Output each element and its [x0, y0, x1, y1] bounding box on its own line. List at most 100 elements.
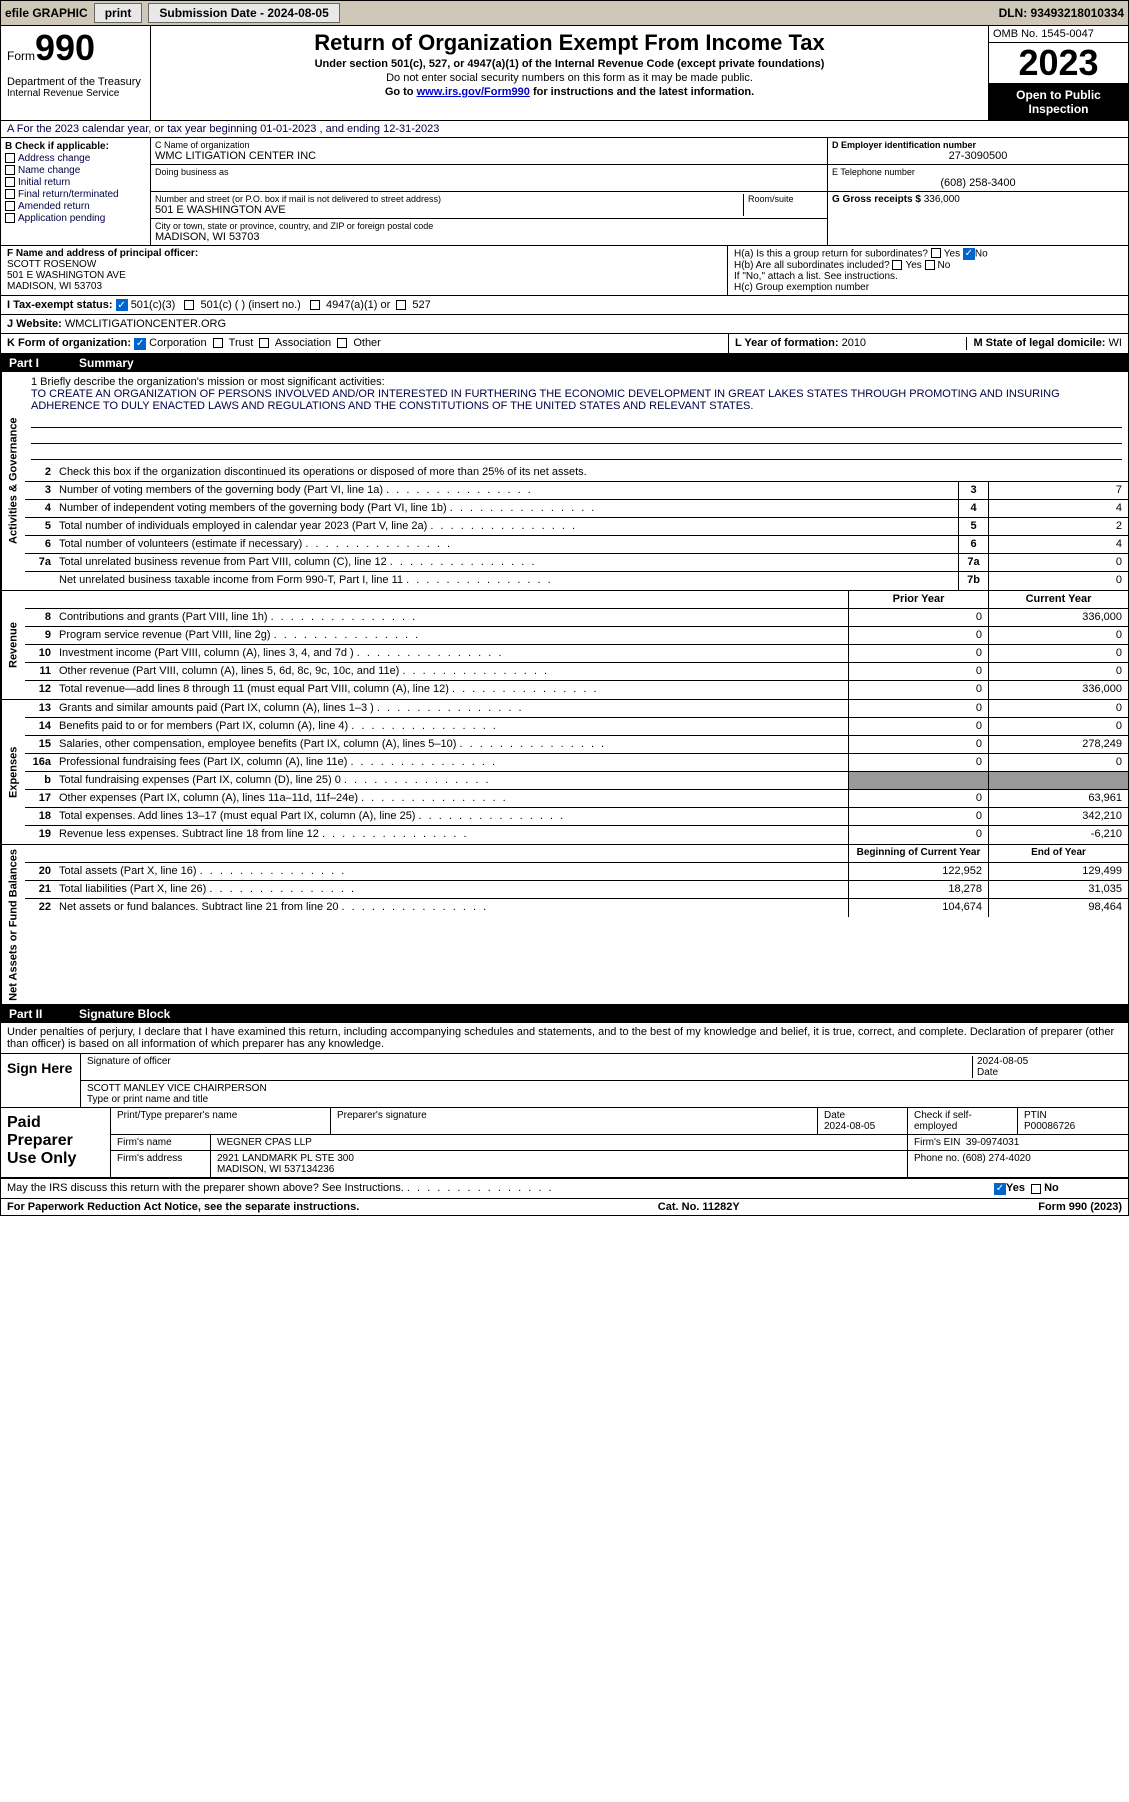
line-a: A For the 2023 calendar year, or tax yea…: [1, 121, 1128, 138]
city-state-zip: MADISON, WI 53703: [155, 231, 823, 243]
form-header-row: Form990 Department of the Treasury Inter…: [1, 26, 1128, 121]
netassets-row: 20Total assets (Part X, line 16) 122,952…: [25, 863, 1128, 881]
ptin: P00086726: [1024, 1121, 1075, 1132]
summary-row: 6Total number of volunteers (estimate if…: [25, 536, 1128, 554]
form-year-box: OMB No. 1545-0047 2023 Open to Public In…: [988, 26, 1128, 120]
section-b-option[interactable]: Address change: [5, 153, 146, 164]
officer-signature-name: SCOTT MANLEY VICE CHAIRPERSON: [87, 1083, 267, 1094]
print-button[interactable]: print: [94, 3, 143, 23]
form-number: 990: [35, 27, 95, 68]
street-address: 501 E WASHINGTON AVE: [155, 204, 743, 216]
row-i: I Tax-exempt status: ✓ 501(c)(3) 501(c) …: [1, 296, 1128, 316]
perjury-statement: Under penalties of perjury, I declare th…: [1, 1023, 1128, 1054]
expense-row: 17Other expenses (Part IX, column (A), l…: [25, 790, 1128, 808]
summary-row: 4Number of independent voting members of…: [25, 500, 1128, 518]
section-g: G Gross receipts $ 336,000: [828, 192, 1128, 207]
revenue-row: 9Program service revenue (Part VIII, lin…: [25, 627, 1128, 645]
page-footer: For Paperwork Reduction Act Notice, see …: [1, 1199, 1128, 1215]
dept-treasury: Department of the Treasury: [7, 76, 144, 88]
ha-yes-checkbox[interactable]: [931, 248, 941, 258]
preparer-row-1: Print/Type preparer's name Preparer's si…: [111, 1108, 1128, 1135]
ein: 27-3090500: [832, 150, 1124, 162]
officer-name: SCOTT ROSENOW: [7, 259, 721, 270]
expense-row: 18Total expenses. Add lines 13–17 (must …: [25, 808, 1128, 826]
revenue-row: 12Total revenue—add lines 8 through 11 (…: [25, 681, 1128, 699]
gross-receipts: 336,000: [924, 194, 960, 205]
part-1-header: Part I Summary: [1, 354, 1128, 372]
section-d: D Employer identification number 27-3090…: [828, 138, 1128, 165]
netassets-header: Beginning of Current Year End of Year: [25, 845, 1128, 863]
sign-here-label: Sign Here: [1, 1054, 81, 1107]
mission-block: 1 Briefly describe the organization's mi…: [25, 372, 1128, 464]
ha-no-checkbox[interactable]: ✓: [963, 248, 975, 260]
revenue-section: Revenue Prior Year Current Year 8Contrib…: [1, 591, 1128, 700]
form-title: Return of Organization Exempt From Incom…: [159, 30, 980, 56]
form-ref: Form 990 (2023): [1038, 1201, 1122, 1213]
discuss-yes-checkbox[interactable]: ✓: [994, 1183, 1006, 1195]
preparer-row-2: Firm's name WEGNER CPAS LLP Firm's EIN 3…: [111, 1135, 1128, 1151]
omb-number: OMB No. 1545-0047: [989, 26, 1128, 43]
section-f: F Name and address of principal officer:…: [1, 246, 728, 295]
subtitle-2: Do not enter social security numbers on …: [159, 72, 980, 84]
firm-address: 2921 LANDMARK PL STE 300: [217, 1153, 354, 1164]
line-2: 2 Check this box if the organization dis…: [25, 464, 1128, 482]
preparer-row-3: Firm's address 2921 LANDMARK PL STE 300M…: [111, 1151, 1128, 1177]
row-j: J Website: WMCLITIGATIONCENTER.ORG: [1, 315, 1128, 334]
cat-no: Cat. No. 11282Y: [658, 1201, 740, 1213]
pycy-header: Prior Year Current Year: [25, 591, 1128, 609]
form-990-container: Form990 Department of the Treasury Inter…: [0, 26, 1129, 1216]
501c3-checkbox[interactable]: ✓: [116, 299, 128, 311]
expenses-tab: Expenses: [1, 700, 25, 844]
hb-no-checkbox[interactable]: [925, 260, 935, 270]
revenue-row: 11Other revenue (Part VIII, column (A), …: [25, 663, 1128, 681]
firm-ein: 39-0974031: [966, 1137, 1019, 1148]
sections-deg: D Employer identification number 27-3090…: [828, 138, 1128, 245]
expense-row: 13Grants and similar amounts paid (Part …: [25, 700, 1128, 718]
irs-label: Internal Revenue Service: [7, 88, 144, 99]
state-domicile: WI: [1109, 337, 1122, 349]
section-b-option[interactable]: Name change: [5, 165, 146, 176]
hb-yes-checkbox[interactable]: [892, 260, 902, 270]
expense-row: 15Salaries, other compensation, employee…: [25, 736, 1128, 754]
section-b-option[interactable]: Application pending: [5, 213, 146, 224]
section-b-option[interactable]: Amended return: [5, 201, 146, 212]
expense-row: 14Benefits paid to or for members (Part …: [25, 718, 1128, 736]
netassets-tab: Net Assets or Fund Balances: [1, 845, 25, 1005]
row-fh: F Name and address of principal officer:…: [1, 246, 1128, 296]
summary-row: 7aTotal unrelated business revenue from …: [25, 554, 1128, 572]
paid-preparer-label: Paid Preparer Use Only: [1, 1108, 111, 1177]
irs-link[interactable]: www.irs.gov/Form990: [417, 86, 530, 98]
summary-row: Net unrelated business taxable income fr…: [25, 572, 1128, 590]
section-e: E Telephone number (608) 258-3400: [828, 165, 1128, 192]
dba-cell: Doing business as: [151, 165, 827, 192]
street-cell: Number and street (or P.O. box if mail i…: [151, 192, 827, 219]
section-b-header: B Check if applicable:: [5, 141, 146, 152]
revenue-row: 8Contributions and grants (Part VIII, li…: [25, 609, 1128, 627]
revenue-rows: 8Contributions and grants (Part VIII, li…: [25, 609, 1128, 699]
row-klm: K Form of organization: ✓ Corporation Tr…: [1, 334, 1128, 354]
governance-rows: 3Number of voting members of the governi…: [25, 482, 1128, 590]
firm-phone: (608) 274-4020: [962, 1153, 1030, 1164]
form-title-box: Return of Organization Exempt From Incom…: [151, 26, 988, 120]
subtitle-1: Under section 501(c), 527, or 4947(a)(1)…: [159, 58, 980, 70]
discuss-no-checkbox[interactable]: [1031, 1184, 1041, 1194]
goto-line: Go to www.irs.gov/Form990 for instructio…: [159, 86, 980, 98]
mission-text: TO CREATE AN ORGANIZATION OF PERSONS INV…: [31, 388, 1122, 412]
submission-date: Submission Date - 2024-08-05: [148, 3, 339, 23]
revenue-tab: Revenue: [1, 591, 25, 699]
section-b-option[interactable]: Initial return: [5, 177, 146, 188]
section-h: H(a) Is this a group return for subordin…: [728, 246, 1128, 295]
expense-row: bTotal fundraising expenses (Part IX, co…: [25, 772, 1128, 790]
efile-header: efile GRAPHIC print Submission Date - 20…: [0, 0, 1129, 26]
netassets-rows: 20Total assets (Part X, line 16) 122,952…: [25, 863, 1128, 917]
phone: (608) 258-3400: [832, 177, 1124, 189]
sign-here-block: Sign Here Signature of officer 2024-08-0…: [1, 1054, 1128, 1108]
expense-row: 16aProfessional fundraising fees (Part I…: [25, 754, 1128, 772]
netassets-row: 22Net assets or fund balances. Subtract …: [25, 899, 1128, 917]
section-b-option[interactable]: Final return/terminated: [5, 189, 146, 200]
paid-preparer-block: Paid Preparer Use Only Print/Type prepar…: [1, 1108, 1128, 1179]
corp-checkbox[interactable]: ✓: [134, 338, 146, 350]
form-id-box: Form990 Department of the Treasury Inter…: [1, 26, 151, 120]
summary-row: 5Total number of individuals employed in…: [25, 518, 1128, 536]
governance-tab: Activities & Governance: [1, 372, 25, 590]
